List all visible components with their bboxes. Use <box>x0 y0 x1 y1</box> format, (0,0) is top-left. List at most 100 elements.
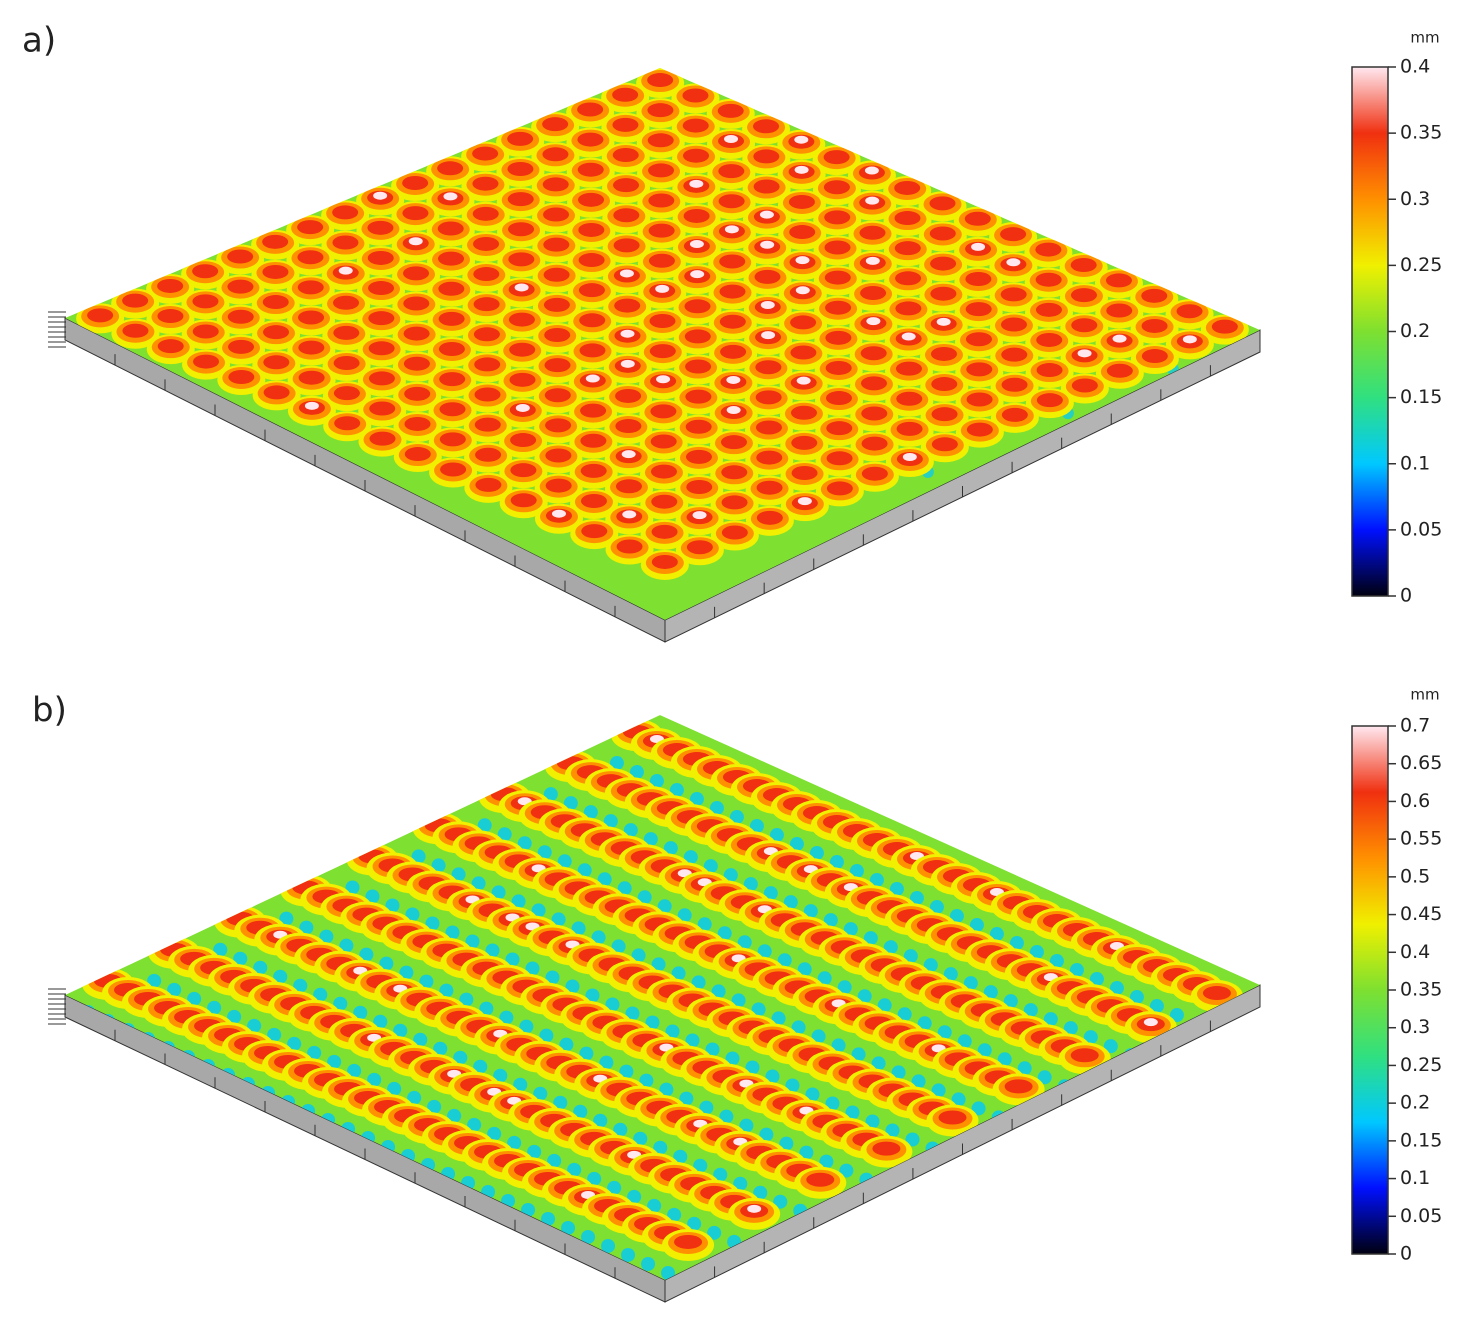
bump <box>1211 319 1238 334</box>
bump <box>1035 272 1062 287</box>
valley <box>839 1163 854 1178</box>
valley <box>537 845 552 860</box>
bump <box>1000 317 1027 332</box>
bump <box>438 311 465 326</box>
bump <box>826 481 853 496</box>
bump <box>759 210 774 219</box>
valley <box>613 1122 628 1137</box>
valley <box>1083 1030 1098 1045</box>
valley <box>691 975 706 990</box>
valley <box>643 832 658 847</box>
bump <box>718 164 745 179</box>
bump <box>824 210 851 225</box>
bump <box>1036 393 1063 408</box>
colorbar <box>1351 725 1389 1255</box>
valley <box>473 1059 488 1074</box>
bump <box>227 249 254 264</box>
valley <box>1109 981 1124 996</box>
bump <box>936 317 951 326</box>
colorbar-tick-label: 0.65 <box>1400 752 1442 774</box>
valley <box>619 1064 634 1079</box>
bump <box>726 406 741 415</box>
valley <box>499 1010 514 1025</box>
valley <box>527 1144 542 1159</box>
ridge <box>806 1172 835 1187</box>
valley <box>539 1028 554 1043</box>
valley <box>557 854 572 869</box>
valley <box>213 942 228 957</box>
valley <box>1037 1070 1052 1085</box>
bump <box>473 327 500 342</box>
bump <box>718 194 745 209</box>
valley <box>547 1153 562 1168</box>
bump <box>551 509 566 518</box>
bump <box>685 449 712 464</box>
bump <box>650 404 677 419</box>
bump <box>930 256 957 271</box>
valley <box>345 880 360 895</box>
bump <box>1112 334 1127 343</box>
bump <box>930 286 957 301</box>
valley <box>949 909 964 924</box>
valley <box>785 1078 800 1093</box>
bump <box>620 359 635 368</box>
valley <box>759 1127 774 1142</box>
bump <box>649 344 676 359</box>
bump <box>403 356 430 371</box>
valley <box>571 921 586 936</box>
bump <box>720 344 747 359</box>
valley <box>697 917 712 932</box>
bump <box>439 432 466 447</box>
valley <box>637 890 652 905</box>
valley <box>689 792 704 807</box>
bump <box>612 87 639 102</box>
bump <box>788 194 815 209</box>
bump <box>544 358 571 373</box>
bump <box>543 297 570 312</box>
bump <box>228 370 255 384</box>
valley <box>773 1194 788 1209</box>
bump <box>651 554 678 569</box>
valley <box>631 948 646 963</box>
surface <box>65 715 1260 1280</box>
valley <box>687 1216 702 1231</box>
bump <box>824 240 851 255</box>
valley <box>745 1060 760 1075</box>
bump <box>613 178 640 193</box>
bump <box>761 331 776 340</box>
bump <box>684 329 711 344</box>
valley <box>573 1104 588 1119</box>
valley <box>531 903 546 918</box>
bump <box>756 480 783 495</box>
valley <box>591 930 606 945</box>
bump <box>756 510 783 525</box>
bump <box>1141 288 1168 303</box>
bump <box>577 162 604 177</box>
valley <box>485 943 500 958</box>
valley <box>699 1100 714 1115</box>
bump <box>615 419 642 434</box>
bump <box>368 311 395 326</box>
bump <box>369 431 396 446</box>
bump <box>542 117 569 132</box>
valley <box>617 881 632 896</box>
valley <box>971 1101 986 1116</box>
bump <box>755 420 782 435</box>
bump <box>227 279 254 294</box>
bump <box>298 370 325 385</box>
bump <box>724 225 739 234</box>
bump <box>789 225 816 240</box>
bump <box>437 221 464 236</box>
valley <box>459 992 474 1007</box>
valley <box>737 935 752 950</box>
bump <box>823 180 850 195</box>
valley <box>891 1065 906 1080</box>
colorbar-tick-label: 0.3 <box>1400 188 1430 210</box>
bump <box>648 223 675 238</box>
bump <box>683 148 710 163</box>
bump <box>403 266 430 281</box>
valley <box>379 956 394 971</box>
valley <box>333 996 348 1011</box>
bump <box>721 495 748 510</box>
bump <box>579 343 606 358</box>
